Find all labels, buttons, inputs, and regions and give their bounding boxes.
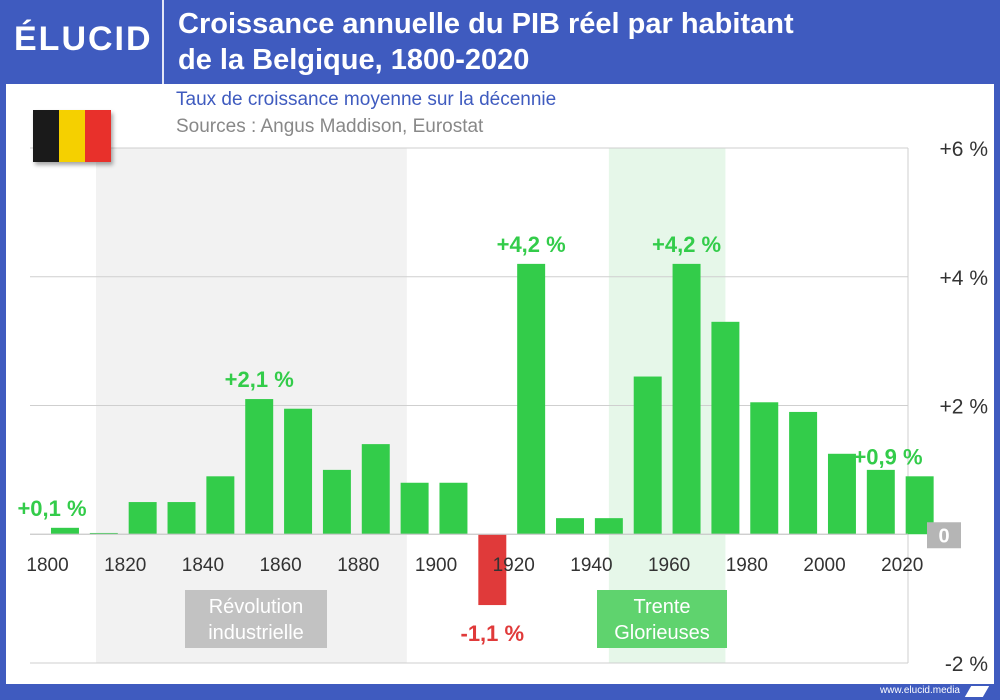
value-label: +4,2 %	[652, 232, 721, 257]
y-tick-label: +2 %	[940, 396, 988, 419]
flag-stripe-red	[85, 110, 111, 162]
value-label: +2,1 %	[225, 367, 294, 392]
bar	[50, 527, 79, 535]
revolution-label-box	[185, 590, 327, 648]
bar	[517, 263, 546, 535]
x-tick-label: 1860	[259, 555, 301, 576]
bar	[478, 534, 507, 606]
value-label: -1,1 %	[461, 621, 525, 646]
flag-stripe-black	[33, 110, 59, 162]
bar	[167, 502, 196, 535]
x-tick-label: 1980	[726, 555, 768, 576]
bar	[556, 518, 584, 535]
value-label: +4,2 %	[497, 232, 566, 257]
revolution-label-line: Révolution	[209, 596, 304, 618]
bar	[672, 263, 701, 535]
trente-label-line: Trente	[633, 596, 690, 618]
footer-url[interactable]: www.elucid.media	[879, 685, 960, 696]
chart-subtitle: Taux de croissance moyenne sur la décenn…	[176, 89, 557, 110]
chart-title: Croissance annuelle du PIB réel par habi…	[178, 6, 794, 78]
x-tick-label: 2020	[881, 555, 923, 576]
chart-title-line1: Croissance annuelle du PIB réel par habi…	[178, 8, 794, 40]
zero-label-box	[927, 522, 961, 549]
bar	[439, 482, 468, 535]
x-tick-label: 2000	[803, 555, 845, 576]
x-tick-label: 1880	[337, 555, 379, 576]
x-tick-label: 1900	[415, 555, 457, 576]
bar	[128, 502, 157, 535]
y-tick-label: -2 %	[945, 653, 988, 676]
header-bar	[0, 0, 1000, 84]
right-border	[994, 84, 1000, 700]
logo-divider	[162, 0, 164, 84]
bar	[789, 411, 818, 535]
bar	[322, 469, 351, 535]
value-label: +0,9 %	[853, 444, 922, 469]
bar	[827, 453, 856, 535]
trente-label-box	[597, 590, 727, 648]
revolution-label-line: industrielle	[208, 622, 304, 644]
bar	[866, 469, 895, 535]
y-tick-label: 0	[938, 525, 949, 547]
x-tick-label: 1800	[26, 555, 68, 576]
bar	[711, 321, 740, 535]
x-tick-label: 1840	[182, 555, 224, 576]
x-tick-label: 1920	[493, 555, 535, 576]
x-tick-label: 1960	[648, 555, 690, 576]
bar	[750, 402, 779, 535]
chart-sources: Sources : Angus Maddison, Eurostat	[176, 116, 484, 137]
footer-bar	[0, 684, 1000, 700]
x-tick-label: 1820	[104, 555, 146, 576]
belgium-flag-icon	[33, 110, 111, 162]
bar	[89, 532, 118, 535]
bar	[284, 408, 313, 535]
chart-title-line2: de la Belgique, 1800-2020	[178, 44, 530, 76]
y-tick-label: +4 %	[940, 267, 988, 290]
chart-frame	[0, 84, 1000, 685]
x-tick-label: 1940	[570, 555, 612, 576]
bar	[400, 482, 429, 535]
value-label: +0,1 %	[17, 496, 86, 521]
bar	[633, 376, 662, 535]
bar	[206, 476, 235, 535]
bar	[361, 444, 390, 535]
y-tick-label: +6 %	[940, 138, 988, 161]
elucid-logo: ÉLUCID	[14, 20, 153, 58]
bar	[594, 518, 623, 535]
flag-stripe-yellow	[59, 110, 85, 162]
trente-label-line: Glorieuses	[614, 622, 710, 644]
bar	[245, 399, 274, 535]
